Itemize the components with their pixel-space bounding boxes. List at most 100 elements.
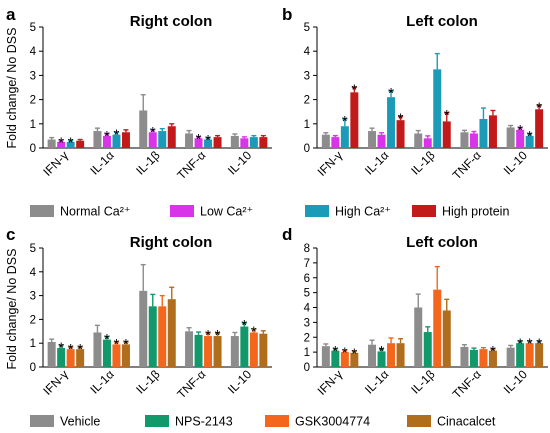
y-tick-label: 0 bbox=[304, 143, 310, 155]
significance-star: * bbox=[114, 336, 120, 353]
x-category-label: TNF-α bbox=[450, 367, 484, 401]
bar bbox=[158, 306, 167, 367]
significance-star: * bbox=[527, 335, 533, 352]
y-tick-label: 2 bbox=[304, 95, 310, 107]
bar bbox=[387, 97, 396, 148]
bar bbox=[442, 121, 451, 148]
bar bbox=[194, 334, 203, 367]
bar bbox=[204, 139, 213, 148]
legend-label: GSK3004774 bbox=[295, 415, 370, 429]
y-tick-label: 2 bbox=[30, 314, 36, 326]
bar bbox=[93, 332, 102, 367]
y-tick-label: 0 bbox=[30, 143, 36, 155]
significance-star: * bbox=[68, 341, 74, 358]
significance-star: * bbox=[241, 317, 247, 334]
y-axis-label: Fold change/ No DSS bbox=[5, 249, 19, 370]
bar bbox=[350, 92, 359, 148]
bar bbox=[535, 343, 544, 367]
x-category-label: IL-1β bbox=[133, 367, 162, 396]
legend-swatch bbox=[412, 205, 436, 217]
significance-star: * bbox=[517, 335, 523, 352]
bar bbox=[433, 69, 442, 148]
bar bbox=[139, 110, 148, 148]
bar bbox=[516, 343, 525, 367]
y-tick-label: 2 bbox=[304, 332, 310, 344]
bar bbox=[112, 344, 121, 367]
bar bbox=[102, 135, 111, 148]
y-tick-label: 1 bbox=[304, 347, 310, 359]
significance-star: * bbox=[332, 343, 338, 360]
bar bbox=[185, 331, 194, 367]
bar bbox=[460, 132, 469, 148]
bar bbox=[525, 135, 534, 148]
significance-star: * bbox=[536, 335, 542, 352]
x-category-label: IFN-γ bbox=[315, 367, 346, 398]
legend-label: High Ca²⁺ bbox=[335, 205, 391, 219]
significance-star: * bbox=[215, 327, 221, 344]
bar bbox=[479, 118, 488, 148]
bar bbox=[525, 343, 534, 367]
y-tick-label: 7 bbox=[304, 258, 310, 270]
significance-star: * bbox=[351, 345, 357, 362]
bar bbox=[377, 351, 386, 367]
y-tick-label: 2 bbox=[30, 95, 36, 107]
bar bbox=[396, 120, 405, 148]
x-category-label: IL-1α bbox=[87, 148, 116, 177]
y-tick-label: 8 bbox=[304, 243, 310, 255]
y-tick-label: 3 bbox=[30, 291, 36, 303]
significance-star: * bbox=[58, 340, 64, 357]
significance-star: * bbox=[251, 324, 257, 341]
bar bbox=[249, 137, 258, 148]
bar bbox=[387, 343, 396, 367]
legend-label: Low Ca²⁺ bbox=[200, 205, 253, 219]
x-category-label: IL-10 bbox=[501, 367, 530, 396]
panel-title: Right colon bbox=[130, 13, 213, 30]
legend-label: Cinacalcet bbox=[437, 415, 496, 429]
bar bbox=[230, 135, 239, 148]
bar bbox=[66, 141, 75, 148]
significance-star: * bbox=[150, 124, 156, 141]
bar bbox=[460, 346, 469, 367]
x-category-label: TNF-α bbox=[174, 367, 208, 401]
y-tick-label: 4 bbox=[30, 46, 37, 58]
y-tick-label: 0 bbox=[30, 362, 36, 374]
significance-star: * bbox=[342, 345, 348, 362]
y-tick-label: 5 bbox=[304, 288, 310, 300]
bar bbox=[148, 132, 157, 148]
y-tick-label: 4 bbox=[30, 267, 37, 279]
y-tick-label: 1 bbox=[30, 338, 36, 350]
panel-letter: b bbox=[282, 5, 292, 24]
legend-label: Normal Ca²⁺ bbox=[60, 205, 131, 219]
y-tick-label: 6 bbox=[304, 273, 310, 285]
legend-bottom: Vehicle NPS-2143 GSK3004774 Cinacalcet bbox=[30, 415, 496, 429]
bar bbox=[488, 115, 497, 148]
y-tick-label: 3 bbox=[304, 70, 310, 82]
x-category-label: IFN-γ bbox=[40, 148, 71, 179]
bar bbox=[57, 141, 66, 148]
x-category-label: IL-10 bbox=[225, 367, 254, 396]
bar bbox=[76, 349, 85, 367]
bar bbox=[433, 289, 442, 367]
significance-star: * bbox=[104, 331, 110, 348]
significance-star: * bbox=[527, 128, 533, 145]
y-tick-label: 3 bbox=[304, 317, 310, 329]
legend-label: High protein bbox=[442, 205, 509, 219]
bar bbox=[414, 307, 423, 367]
bar bbox=[66, 349, 75, 367]
legend-swatch bbox=[30, 415, 54, 427]
bar bbox=[240, 138, 249, 148]
y-tick-label: 3 bbox=[30, 70, 36, 82]
panel-title: Left colon bbox=[406, 234, 478, 251]
bar bbox=[167, 126, 176, 148]
bar bbox=[350, 352, 359, 367]
significance-star: * bbox=[342, 113, 348, 130]
panel-letter: c bbox=[6, 225, 15, 244]
y-tick-label: 1 bbox=[304, 119, 310, 131]
bar bbox=[158, 131, 167, 148]
significance-star: * bbox=[205, 132, 211, 149]
y-tick-label: 1 bbox=[30, 119, 36, 131]
significance-star: * bbox=[205, 327, 211, 344]
significance-star: * bbox=[490, 343, 496, 360]
